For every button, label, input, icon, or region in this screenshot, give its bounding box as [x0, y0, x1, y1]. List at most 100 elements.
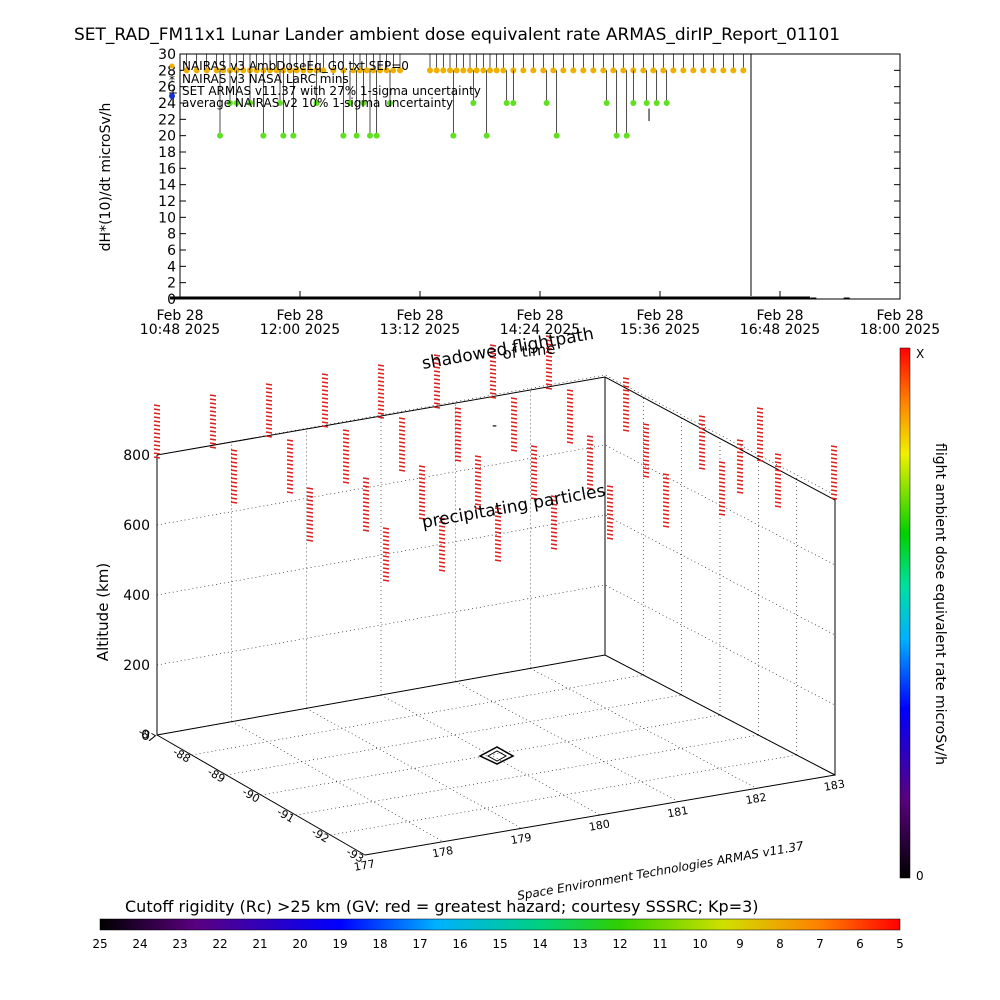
particle-mark	[418, 473, 426, 476]
particle-mark	[586, 487, 594, 490]
cutoff-rigidity-bar: Cutoff rigidity (Rc) >25 km (GV: red = g…	[92, 897, 903, 951]
particle-mark	[342, 453, 350, 456]
particle-mark	[418, 485, 426, 488]
green-point	[280, 132, 287, 139]
particle-mark	[209, 446, 217, 449]
nairas-v3-point	[447, 67, 453, 74]
y-tick-label: 22	[158, 112, 176, 128]
particle-mark	[606, 505, 614, 508]
floor-grid-line-longitude	[231, 721, 444, 842]
nairas-v3-point	[330, 67, 337, 74]
particle-mark	[306, 487, 314, 490]
particle-mark	[566, 389, 574, 392]
particle-mark	[433, 358, 441, 361]
particle-mark	[830, 461, 838, 464]
particle-mark	[510, 441, 518, 444]
particle-mark	[433, 366, 441, 369]
particle-mark	[454, 407, 462, 410]
particle-mark	[433, 394, 441, 397]
nairas-v3-point	[220, 67, 227, 74]
legend-marker-nairas-v3	[169, 63, 175, 69]
particle-mark	[398, 449, 406, 452]
particle-mark	[377, 388, 385, 391]
particle-mark	[510, 429, 518, 432]
particle-mark	[474, 507, 482, 510]
particle-mark	[418, 509, 426, 512]
particle-mark	[321, 385, 329, 388]
cutoff-rigidity-label: 6	[856, 937, 864, 951]
particle-mark	[510, 437, 518, 440]
particle-mark	[474, 483, 482, 486]
particle-mark	[736, 479, 744, 482]
green-point	[653, 100, 660, 106]
green-point	[340, 132, 347, 139]
particle-mark	[736, 483, 744, 486]
particle-mark	[286, 463, 294, 466]
particle-mark	[230, 485, 238, 488]
particle-mark	[510, 413, 518, 416]
particle-mark	[433, 382, 441, 385]
y-tick-label: 10	[158, 210, 176, 226]
particle-mark	[230, 473, 238, 476]
particle-mark	[774, 497, 782, 500]
particle-mark	[362, 489, 370, 492]
particle-mark	[510, 449, 518, 452]
particle-mark	[566, 441, 574, 444]
particle-mark	[756, 443, 764, 446]
particle-mark	[306, 495, 314, 498]
particle-mark	[489, 380, 497, 383]
particle-mark	[489, 388, 497, 391]
particle-mark	[418, 513, 426, 516]
particle-mark	[530, 489, 538, 492]
particle-mark	[382, 531, 390, 534]
particle-mark	[566, 433, 574, 436]
particle-mark	[362, 517, 370, 520]
particle-mark	[774, 465, 782, 468]
green-point	[313, 100, 320, 106]
y-tick-label: 6	[167, 243, 176, 259]
y-tick-label: 0	[167, 292, 176, 308]
particle-mark	[265, 399, 273, 402]
particle-mark	[382, 547, 390, 550]
particle-mark	[606, 493, 614, 496]
particle-mark	[321, 377, 329, 380]
particle-mark	[286, 483, 294, 486]
nairas-v3-point	[690, 67, 697, 74]
x-tick-date: Feb 28	[156, 308, 203, 324]
particle-mark	[510, 401, 518, 404]
particle-mark	[153, 424, 161, 427]
particle-mark	[622, 389, 630, 392]
particle-mark	[586, 459, 594, 462]
particle-mark	[830, 449, 838, 452]
longitude-tick-label: 178	[431, 844, 454, 860]
particle-mark	[377, 416, 385, 419]
particle-mark	[642, 451, 650, 454]
particle-mark	[306, 539, 314, 542]
particle-mark	[718, 473, 726, 476]
particle-mark	[662, 517, 670, 520]
x-tick-time: 18:00 2025	[860, 322, 940, 338]
particle-mark	[545, 383, 553, 386]
particle-mark	[382, 575, 390, 578]
particle-mark	[774, 473, 782, 476]
particle-mark	[438, 557, 446, 560]
particle-mark	[642, 447, 650, 450]
particle-mark	[377, 384, 385, 387]
particle-mark	[265, 395, 273, 398]
particle-mark	[718, 513, 726, 516]
particle-mark	[698, 431, 706, 434]
particle-mark	[362, 521, 370, 524]
particle-mark	[454, 411, 462, 414]
particle-mark	[321, 425, 329, 428]
particle-mark	[306, 531, 314, 534]
particle-mark	[774, 461, 782, 464]
particle-mark	[489, 368, 497, 371]
particle-mark	[209, 410, 217, 413]
particle-mark	[566, 417, 574, 420]
particle-mark	[209, 442, 217, 445]
particle-mark	[362, 505, 370, 508]
particle-mark	[622, 377, 630, 380]
particle-mark	[382, 543, 390, 546]
particle-mark	[153, 408, 161, 411]
